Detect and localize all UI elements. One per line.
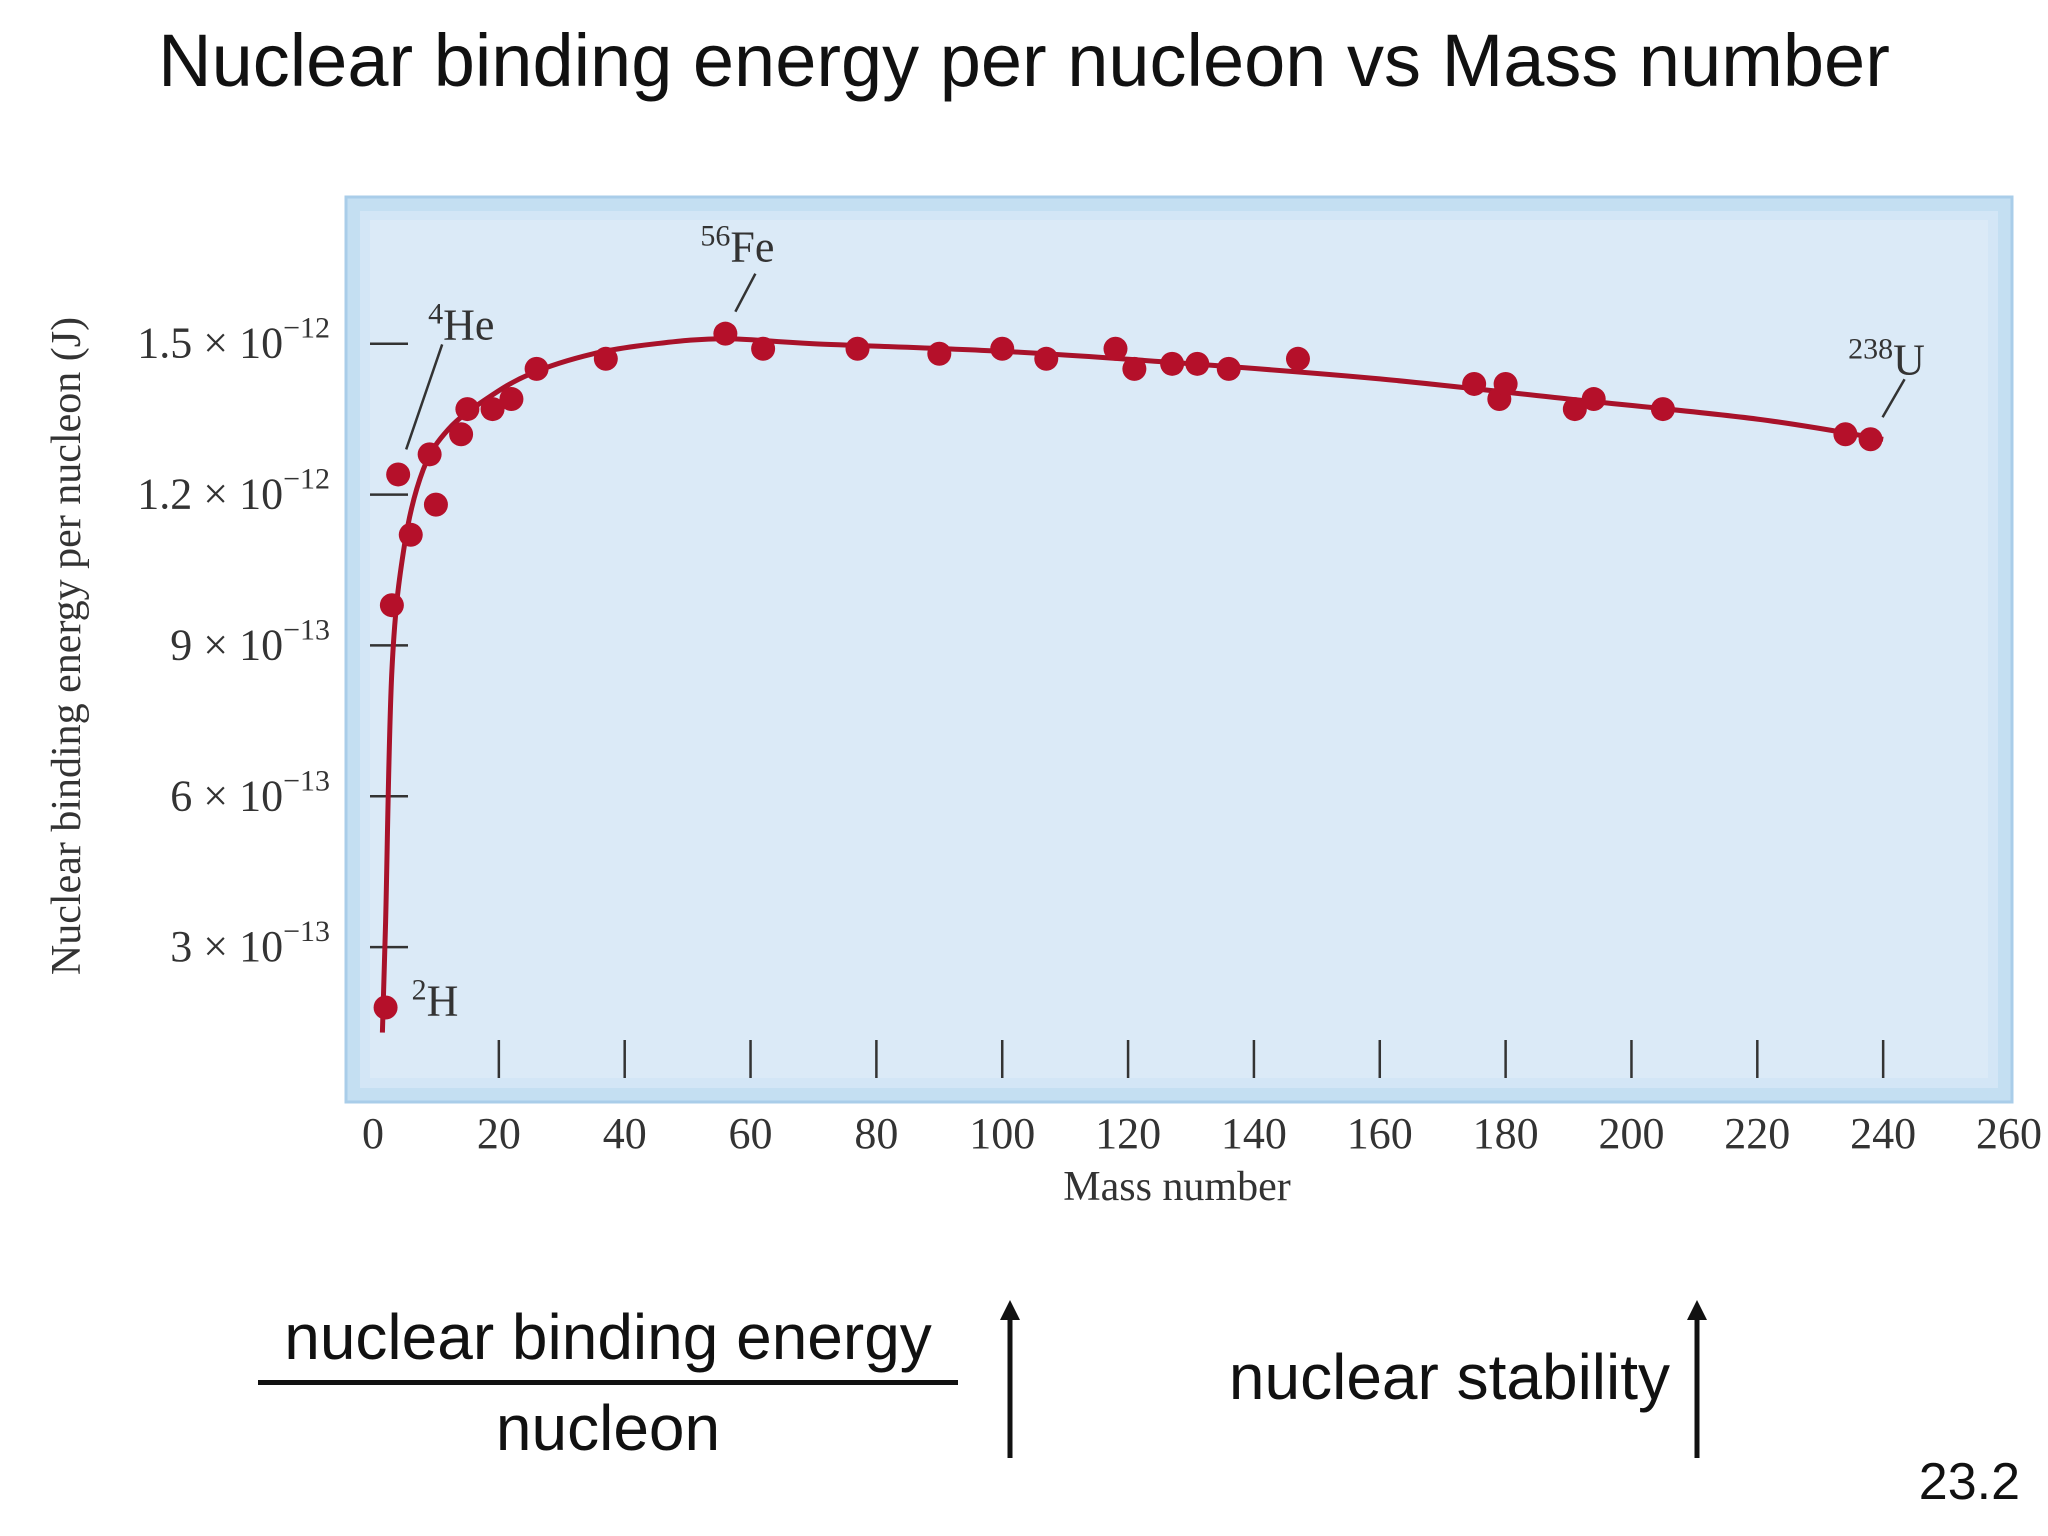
x-tick-label: 160	[1347, 1109, 1413, 1158]
fraction-numerator: nuclear binding energy	[258, 1300, 958, 1385]
y-tick-label: 9 × 10−13	[170, 613, 330, 669]
isotope-label: 2H	[412, 973, 459, 1025]
data-point	[386, 462, 411, 487]
data-point	[455, 397, 480, 422]
y-tick-label: 1.2 × 10−12	[137, 463, 330, 519]
isotope-annotations: 2H 4He 56Fe 238U	[404, 220, 1925, 1025]
data-point	[480, 397, 505, 422]
data-point	[1493, 371, 1518, 396]
data-point	[927, 341, 952, 366]
data-point	[1581, 387, 1606, 412]
data-point	[1034, 346, 1059, 371]
data-point	[499, 387, 524, 412]
data-point	[373, 995, 398, 1020]
data-point	[423, 492, 448, 517]
data-point	[1185, 351, 1210, 376]
isotope-label: 4He	[428, 297, 494, 349]
y-tick-label: 3 × 10−13	[170, 915, 330, 971]
x-tick-label: 100	[969, 1109, 1035, 1158]
x-axis-label: Mass number	[1063, 1164, 1290, 1210]
annotation-leader-line	[404, 344, 444, 450]
annotation-leader-line	[734, 273, 757, 313]
x-tick-label: 40	[603, 1109, 647, 1158]
x-tick-label: 260	[1976, 1109, 2042, 1158]
x-tick-label: 240	[1850, 1109, 1916, 1158]
data-point	[1216, 356, 1241, 381]
y-tick-label: 1.5 × 10−12	[137, 312, 330, 368]
data-point	[1122, 356, 1147, 381]
fraction-denominator: nucleon	[495, 1392, 721, 1464]
x-tick-label: 220	[1724, 1109, 1790, 1158]
up-arrow-icon	[1000, 1300, 1020, 1458]
data-point	[1160, 351, 1185, 376]
data-point	[593, 346, 618, 371]
data-point	[449, 422, 474, 447]
x-tick-label: 0	[362, 1109, 384, 1158]
isotope-label: 238U	[1848, 332, 1925, 384]
y-tick-label: 6 × 10−13	[170, 764, 330, 820]
data-point	[379, 593, 404, 618]
data-point	[751, 336, 776, 361]
data-point	[713, 321, 738, 346]
nuclear-stability-label: nuclear stability	[1228, 1341, 1670, 1413]
data-point	[845, 336, 870, 361]
isotope-label: 56Fe	[700, 220, 774, 272]
data-point	[1562, 397, 1587, 422]
y-axis-ticks: 3 × 10−13 6 × 10−13 9 × 10−13 1.2 × 10−12 1.…	[137, 312, 408, 971]
x-tick-label: 60	[729, 1109, 773, 1158]
data-point	[417, 442, 442, 467]
annotation-leader-line	[1881, 378, 1906, 418]
slide-number: 23.2	[1918, 1453, 2020, 1511]
data-point	[990, 336, 1015, 361]
x-tick-label: 200	[1598, 1109, 1664, 1158]
slide-title: Nuclear binding energy per nucleon vs Ma…	[158, 19, 1890, 102]
data-point	[1833, 422, 1858, 447]
binding-energy-fraction: nuclear binding energy nucleon	[258, 1300, 958, 1465]
data-point	[1462, 371, 1487, 396]
data-point	[1858, 427, 1883, 452]
x-tick-label: 180	[1473, 1109, 1539, 1158]
up-arrow-icon	[1687, 1300, 1707, 1458]
data-point	[524, 356, 549, 381]
x-tick-label: 140	[1221, 1109, 1287, 1158]
x-tick-label: 120	[1095, 1109, 1161, 1158]
x-tick-label: 20	[477, 1109, 521, 1158]
data-points-layer	[373, 321, 1883, 1020]
data-point	[1103, 336, 1128, 361]
data-point	[398, 522, 423, 547]
x-axis-ticks: 0 20 40 60 80 100 120 140 160 180 200 220 240 260	[362, 1040, 2042, 1158]
data-point	[1650, 397, 1675, 422]
data-point	[1285, 346, 1310, 371]
y-axis-label: Nuclear binding energy per nucleon (J)	[44, 317, 90, 975]
x-tick-label: 80	[854, 1109, 898, 1158]
